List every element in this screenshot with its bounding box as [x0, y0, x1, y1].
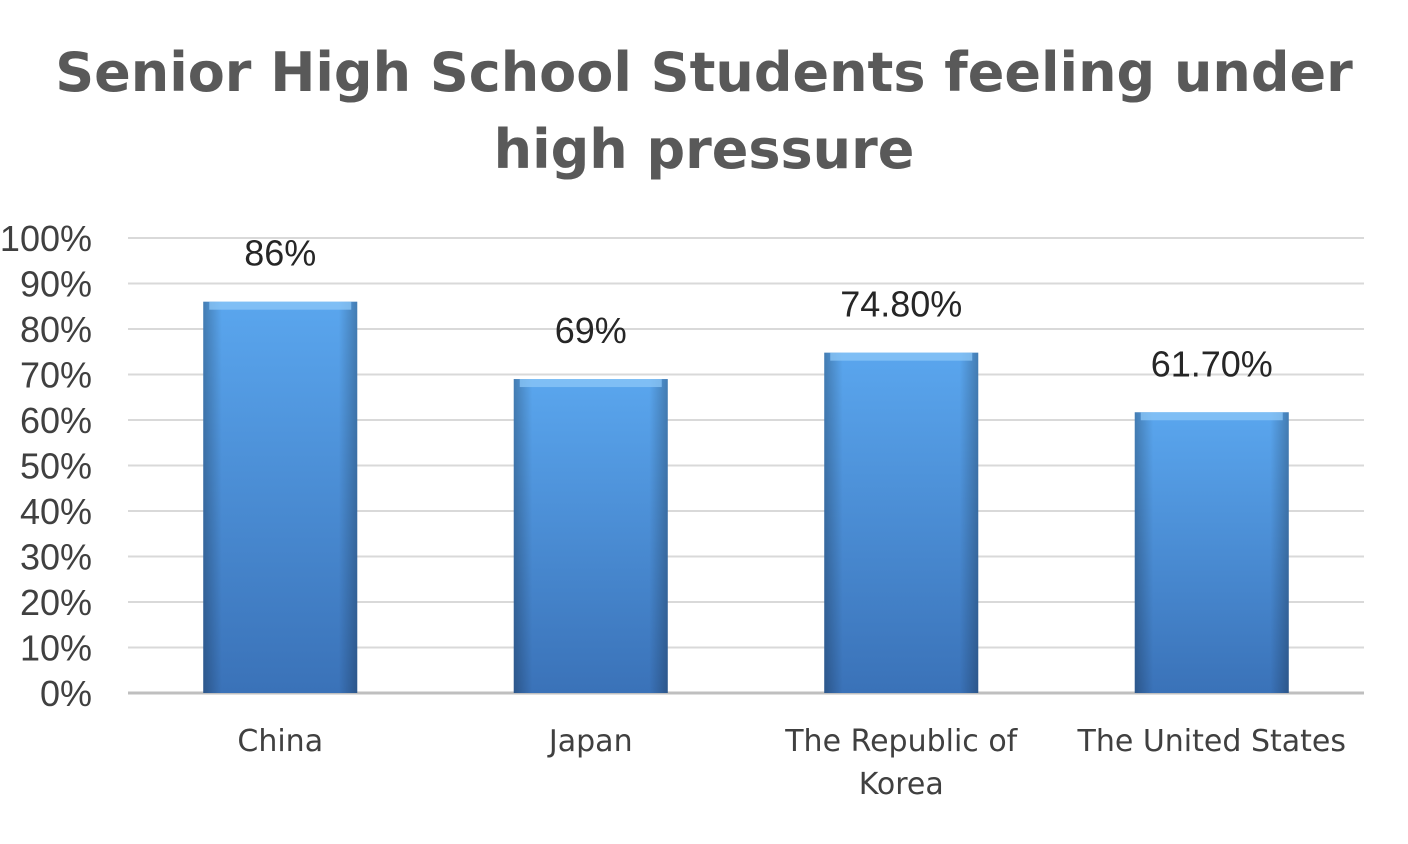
bar-top-highlight	[1140, 412, 1283, 421]
chart-title-line-2: high pressure	[494, 118, 915, 181]
x-tick-label: Korea	[859, 767, 944, 802]
bar-japan	[513, 379, 668, 693]
x-axis: China Japan The Republic of Korea The United…	[237, 724, 1346, 802]
data-label: 69%	[555, 310, 627, 351]
y-tick-label: 70%	[20, 355, 92, 396]
bar-bevel	[1134, 412, 1289, 693]
data-labels: 86% 69% 74.80% 61.70%	[244, 233, 1273, 385]
chart-title: Senior High School Students feeling unde…	[55, 41, 1353, 181]
x-tick-label: Japan	[547, 724, 633, 759]
y-tick-label: 0%	[40, 673, 92, 714]
chart-title-line-1: Senior High School Students feeling unde…	[55, 41, 1353, 104]
bar-bevel	[513, 379, 668, 693]
x-tick-label: The Republic of	[784, 724, 1018, 759]
data-label: 61.70%	[1151, 343, 1273, 384]
bars	[203, 301, 1289, 693]
y-tick-label: 50%	[20, 446, 92, 487]
bar-the-united-states	[1134, 412, 1289, 693]
x-tick-label: China	[237, 724, 323, 759]
bar-top-highlight	[209, 301, 352, 310]
y-tick-label: 80%	[20, 309, 92, 350]
y-tick-label: 10%	[20, 628, 92, 669]
y-tick-label: 20%	[20, 582, 92, 623]
y-tick-label: 30%	[20, 537, 92, 578]
x-tick-label: The United States	[1077, 724, 1346, 759]
y-tick-label: 100%	[0, 218, 92, 259]
bar-top-highlight	[830, 352, 973, 361]
bar-china	[203, 301, 358, 693]
data-label: 74.80%	[840, 284, 962, 325]
bar-top-highlight	[519, 379, 662, 388]
bar-bevel	[203, 301, 358, 693]
y-axis: 0%10% 20%30% 40%50% 60%70% 80%90% 100%	[0, 218, 92, 714]
bar-the-republic-of-korea	[824, 352, 979, 693]
bar-bevel	[824, 352, 979, 693]
y-tick-label: 40%	[20, 491, 92, 532]
y-tick-label: 90%	[20, 264, 92, 305]
y-tick-label: 60%	[20, 400, 92, 441]
data-label: 86%	[244, 233, 316, 274]
